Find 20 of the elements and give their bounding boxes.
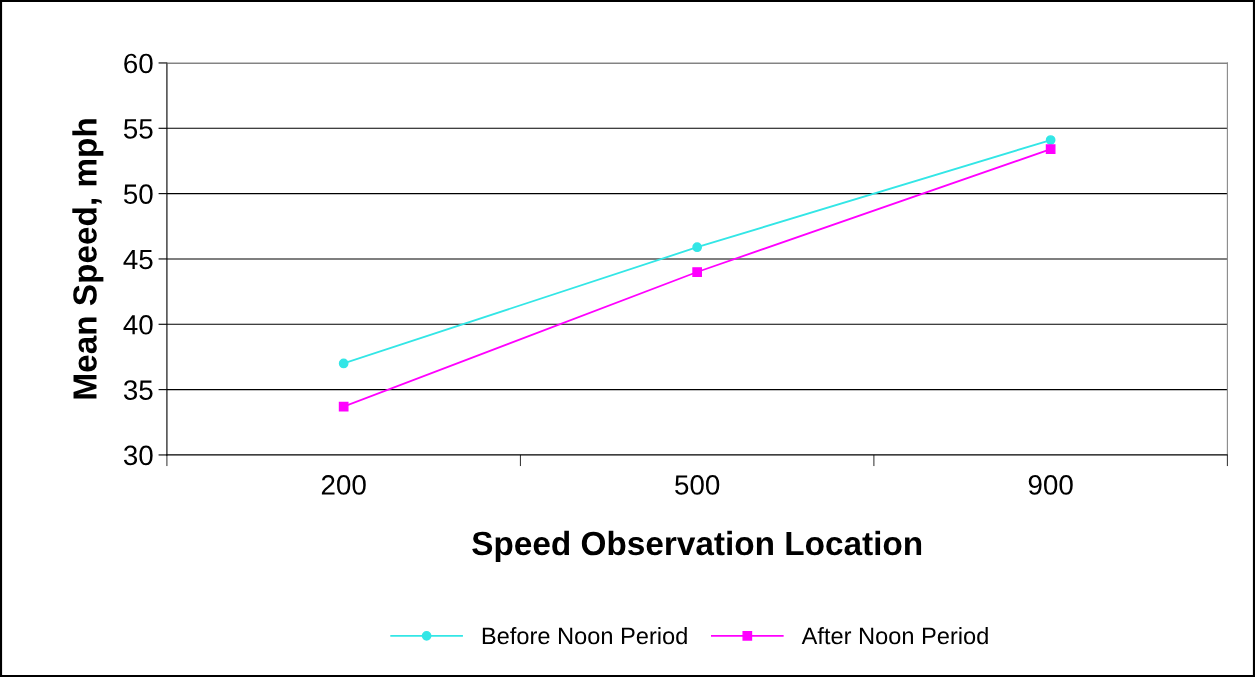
x-axis-title: Speed Observation Location	[472, 530, 922, 562]
y-tick-label: 50	[123, 184, 153, 204]
x-tick-label: 900	[1028, 475, 1073, 495]
y-tick-label: 35	[123, 380, 153, 400]
y-tick-label: 30	[123, 445, 153, 466]
y-tick-label: 40	[123, 314, 153, 335]
point	[338, 358, 349, 369]
y-axis-title: Mean Speed, mph	[72, 119, 104, 399]
legend-label: After Noon Period	[801, 626, 988, 645]
point	[1045, 135, 1056, 145]
legend-label: Before Noon Period	[482, 626, 687, 645]
y-tick-label: 45	[123, 249, 153, 270]
point	[338, 401, 349, 412]
point	[1045, 144, 1056, 155]
y-tick-label: 60	[124, 53, 153, 74]
point	[692, 242, 703, 253]
x-tick-label: 200	[321, 475, 366, 495]
y-tick-label: 55	[123, 119, 153, 139]
point	[692, 267, 703, 277]
x-tick-label: 500	[675, 475, 720, 495]
